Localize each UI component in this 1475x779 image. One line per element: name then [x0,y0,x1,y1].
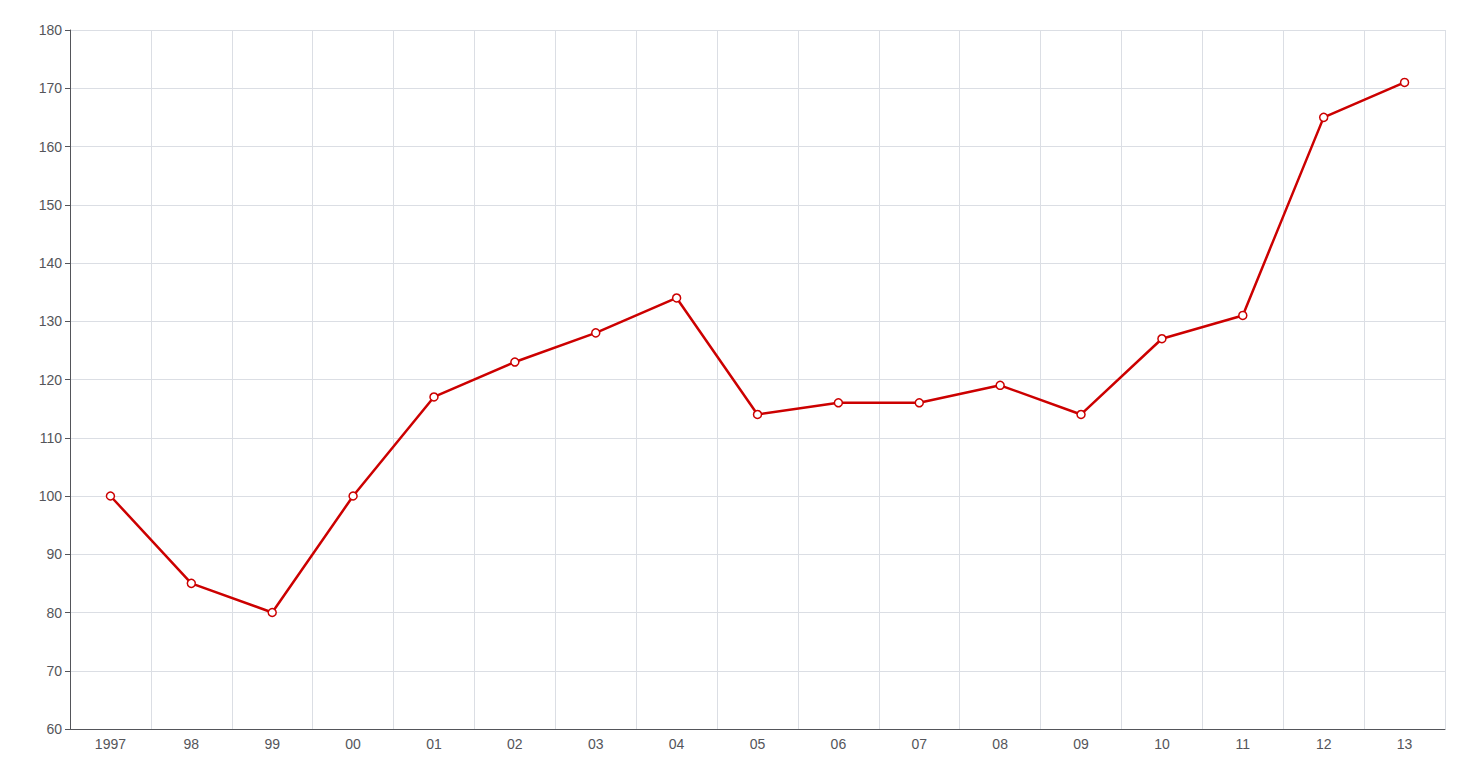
svg-text:11: 11 [1236,736,1251,752]
svg-text:120: 120 [39,372,63,388]
svg-text:98: 98 [184,736,200,752]
svg-text:170: 170 [39,80,63,96]
svg-text:12: 12 [1316,736,1332,752]
svg-text:08: 08 [992,736,1008,752]
svg-text:180: 180 [39,22,63,38]
svg-text:00: 00 [345,736,361,752]
svg-text:05: 05 [750,736,766,752]
svg-text:07: 07 [911,736,927,752]
svg-text:80: 80 [46,605,62,621]
svg-text:130: 130 [39,313,63,329]
svg-text:03: 03 [588,736,604,752]
svg-text:70: 70 [46,663,62,679]
svg-text:100: 100 [39,488,63,504]
svg-text:140: 140 [39,255,63,271]
svg-text:160: 160 [39,139,63,155]
svg-text:13: 13 [1397,736,1413,752]
svg-text:1997: 1997 [95,736,126,752]
svg-text:10: 10 [1154,736,1170,752]
svg-text:02: 02 [507,736,523,752]
svg-text:150: 150 [39,197,63,213]
svg-text:60: 60 [46,721,62,737]
svg-text:90: 90 [46,546,62,562]
svg-text:99: 99 [264,736,280,752]
svg-text:04: 04 [669,736,685,752]
svg-text:06: 06 [831,736,847,752]
svg-text:110: 110 [40,430,63,446]
svg-text:01: 01 [426,736,442,752]
svg-text:09: 09 [1073,736,1089,752]
